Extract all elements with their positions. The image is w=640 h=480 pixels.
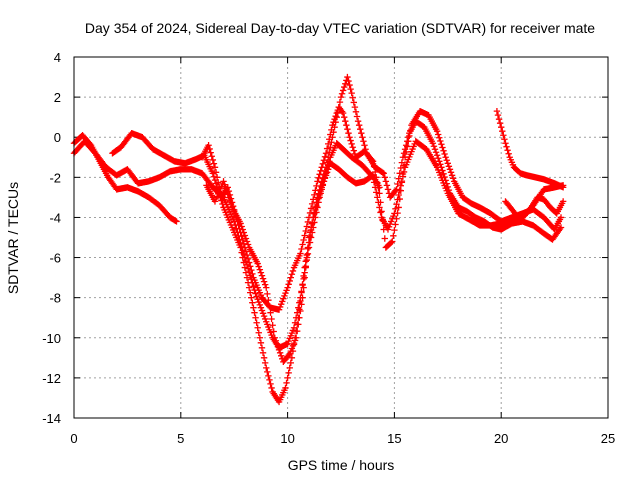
series-track-2 <box>70 138 567 352</box>
y-tick-label: -10 <box>42 331 61 346</box>
series-track-5 <box>203 73 565 366</box>
series-track-6 <box>493 107 567 191</box>
plus-marker-trace <box>203 73 565 366</box>
x-axis-label: GPS time / hours <box>288 457 395 473</box>
chart-title: Day 354 of 2024, Sidereal Day-to-day VTE… <box>85 20 595 36</box>
y-tick-label: 4 <box>54 50 61 65</box>
y-tick-label: -6 <box>49 251 61 266</box>
y-tick-label: 0 <box>54 130 61 145</box>
y-tick-label: 2 <box>54 90 61 105</box>
x-tick-label: 15 <box>387 431 401 446</box>
plus-marker-trace <box>493 107 567 191</box>
plot-frame <box>73 56 609 419</box>
series-track-3 <box>109 130 383 406</box>
y-tick-label: -2 <box>49 170 61 185</box>
y-tick-label: -12 <box>42 371 61 386</box>
x-tick-label: 25 <box>601 431 615 446</box>
y-tick-label: -8 <box>49 291 61 306</box>
data-series <box>70 73 567 406</box>
x-tick-label: 20 <box>494 431 508 446</box>
x-tick-labels: 0 5 10 15 20 25 <box>70 431 615 446</box>
x-tick-label: 10 <box>280 431 294 446</box>
x-tick-label: 5 <box>177 431 184 446</box>
series-track-7 <box>502 194 567 221</box>
y-tick-label: -14 <box>42 411 61 426</box>
x-tick-label: 0 <box>70 431 77 446</box>
plus-marker-trace <box>109 130 383 406</box>
plus-marker-trace <box>70 138 567 352</box>
y-tick-labels: -14 -12 -10 -8 -6 -4 -2 0 2 4 <box>42 50 61 426</box>
plus-marker-trace <box>502 194 567 221</box>
y-tick-label: -4 <box>49 210 61 225</box>
y-axis-label: SDTVAR / TECUs <box>5 182 21 294</box>
